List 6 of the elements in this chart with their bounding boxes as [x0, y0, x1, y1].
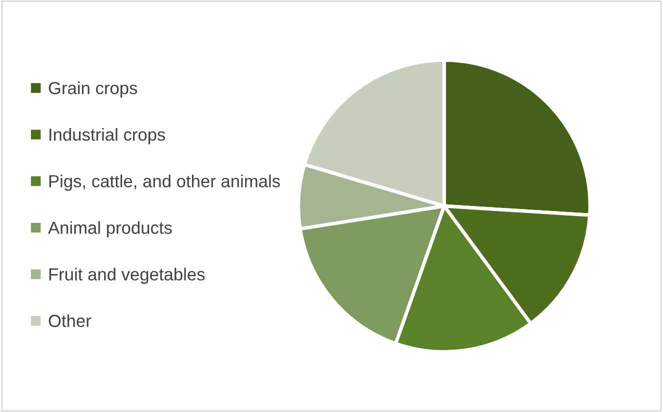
legend-label: Grain crops [48, 81, 138, 98]
legend-label: Fruit and vegetables [49, 268, 205, 284]
legend-label: Other [48, 314, 92, 328]
legend-label: Pigs, cattle, and other animals [49, 174, 280, 191]
legend-label: Industrial crops [50, 128, 166, 144]
legend-label: Animal products [48, 221, 172, 238]
